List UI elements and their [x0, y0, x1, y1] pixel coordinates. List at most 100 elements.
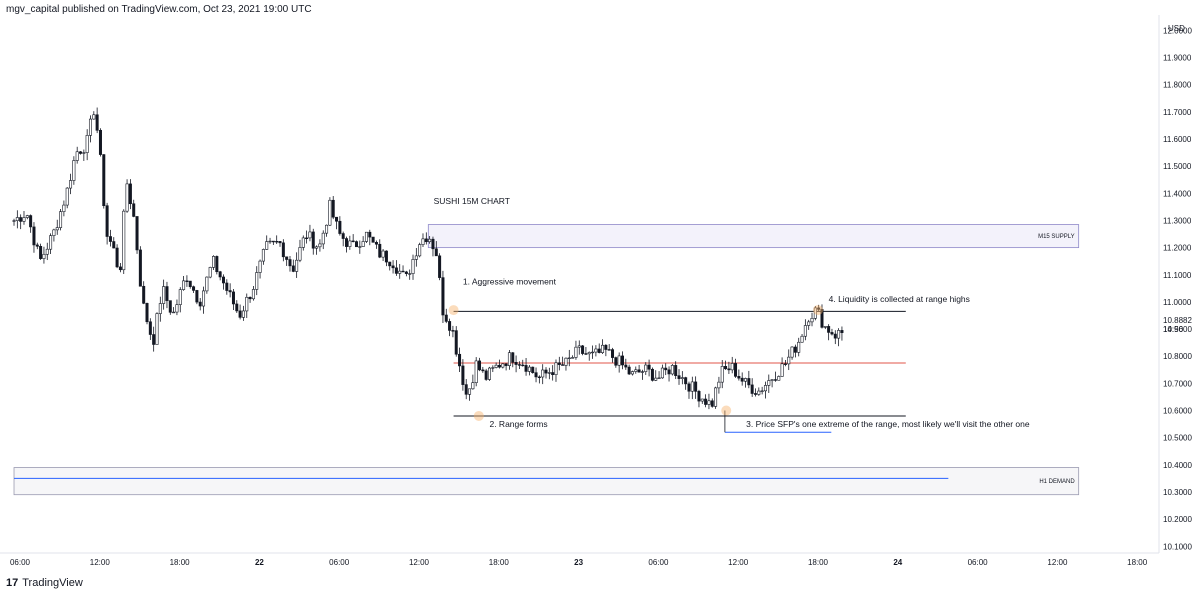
- candle-body: [19, 217, 23, 222]
- time-tick-label: 12:00: [90, 558, 111, 567]
- time-tick-label: 12:00: [409, 558, 430, 567]
- currency-label: USD: [1168, 24, 1185, 33]
- candle-body: [341, 233, 345, 239]
- candle-body: [381, 250, 385, 258]
- candle-body: [115, 247, 119, 268]
- price-tick-label: 10.2000: [1163, 515, 1192, 524]
- candle-body: [55, 227, 59, 231]
- candle-body: [248, 296, 252, 300]
- price-tick-label: 11.4000: [1163, 189, 1192, 198]
- candle-body: [162, 286, 166, 304]
- candle-body: [378, 243, 382, 258]
- candle-body: [108, 236, 112, 242]
- candle-body: [547, 372, 551, 374]
- candle-body: [624, 364, 628, 368]
- candle-body: [138, 249, 142, 287]
- candle-body: [125, 183, 129, 212]
- candle-body: [92, 114, 96, 120]
- candle-body: [112, 241, 116, 249]
- candle-body: [760, 390, 764, 392]
- lines-layer: [14, 310, 949, 479]
- candle-body: [577, 345, 581, 348]
- candle-body: [700, 398, 704, 402]
- candle-body: [258, 260, 262, 273]
- candle-body: [434, 248, 438, 257]
- candle-body: [464, 384, 468, 395]
- candle-body: [35, 244, 39, 247]
- candle-body: [285, 256, 289, 260]
- candle-body: [787, 356, 791, 365]
- time-tick-label: 06:00: [10, 558, 31, 567]
- tradingview-logo-icon: 17: [6, 577, 19, 589]
- candle-body: [604, 344, 608, 350]
- candle-body: [793, 346, 797, 353]
- pivot-marker: [448, 305, 459, 316]
- candle-body: [601, 344, 605, 353]
- candle-body: [720, 366, 724, 383]
- candle-body: [315, 246, 319, 249]
- candle-body: [418, 244, 422, 257]
- last-price: 10.8882: [1163, 316, 1192, 325]
- price-tick-label: 11.1000: [1163, 271, 1192, 280]
- candle-body: [813, 307, 817, 319]
- candle-body: [158, 303, 162, 314]
- candle-body: [245, 296, 249, 312]
- candle-body: [325, 224, 329, 234]
- candle-body: [39, 245, 43, 259]
- pivot-marker: [813, 305, 823, 316]
- candle-body: [221, 276, 225, 284]
- pivot-marker: [473, 410, 484, 421]
- candle-body: [534, 372, 538, 378]
- candle-body: [468, 388, 472, 395]
- zone-rect: [13, 467, 1080, 496]
- candle-body: [261, 249, 265, 262]
- candle-body: [75, 151, 79, 161]
- time-tick-label: 18:00: [170, 558, 191, 567]
- candle-body: [750, 384, 754, 394]
- candle-body: [630, 371, 634, 375]
- candle-body: [291, 265, 295, 272]
- candle-body: [511, 352, 515, 363]
- candle-body: [584, 353, 588, 355]
- time-tick-label: 12:00: [728, 558, 749, 567]
- candle-body: [790, 346, 794, 358]
- candle-body: [484, 370, 488, 380]
- candle-body: [364, 231, 368, 242]
- price-tick-label: 10.3000: [1163, 488, 1192, 497]
- candle-body: [52, 229, 56, 236]
- bar-countdown: 14:56: [1163, 325, 1184, 334]
- candle-body: [311, 231, 315, 249]
- time-tick-label: 06:00: [968, 558, 989, 567]
- candle-body: [594, 348, 598, 353]
- candle-body: [727, 368, 731, 371]
- candle-body: [690, 381, 694, 392]
- candle-body: [571, 357, 575, 359]
- annotation-text: 2. Range forms: [489, 419, 547, 429]
- time-tick-label: 23: [574, 558, 583, 567]
- tradingview-footer[interactable]: 17 TradingView: [6, 577, 83, 589]
- candle-body: [308, 231, 312, 239]
- candle-body: [777, 376, 781, 381]
- candle-body: [361, 241, 365, 247]
- candle-body: [42, 253, 46, 259]
- candle-body: [767, 380, 771, 386]
- price-tick-label: 10.4000: [1163, 461, 1192, 470]
- candle-body: [687, 383, 691, 392]
- candle-body: [401, 270, 405, 273]
- candle-body: [797, 341, 801, 353]
- candle-body: [810, 318, 814, 323]
- candle-body: [737, 376, 741, 379]
- candle-body: [15, 217, 19, 221]
- candle-body: [444, 314, 448, 322]
- candle-body: [132, 203, 136, 217]
- candle-body: [517, 364, 521, 366]
- candle-body: [717, 381, 721, 389]
- candle-body: [348, 240, 352, 247]
- brand-name: TradingView: [22, 577, 83, 589]
- candle-body: [388, 261, 392, 267]
- candle-body: [823, 326, 827, 328]
- candle-body: [235, 303, 239, 312]
- candle-body: [145, 303, 149, 323]
- candle-body: [118, 266, 122, 271]
